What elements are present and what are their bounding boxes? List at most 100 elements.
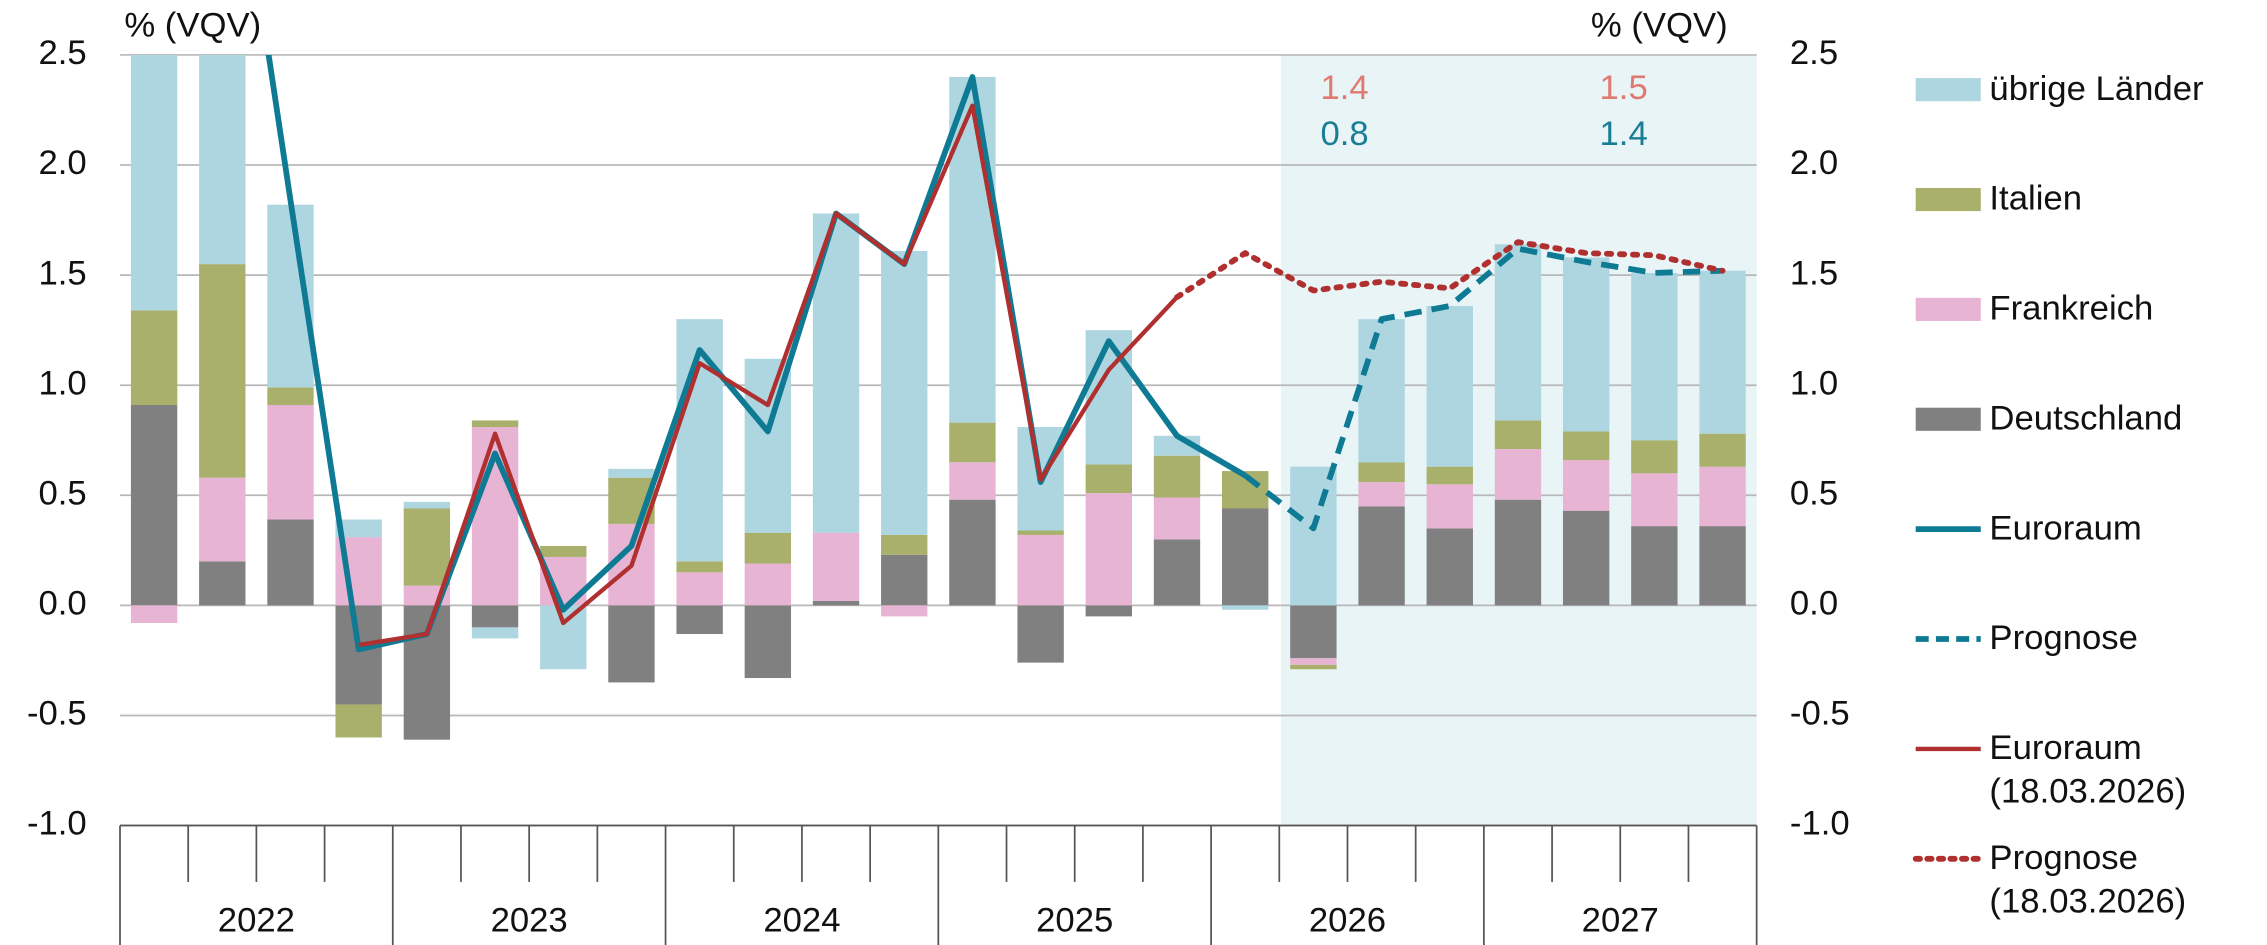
bar-segment — [267, 519, 314, 606]
legend-label-box: Prognose — [1989, 618, 2138, 658]
bar-segment — [199, 477, 246, 562]
bar-segment — [1562, 460, 1610, 511]
y-axis-label-right: % (VQV) — [1591, 7, 1728, 45]
bar-segment — [130, 405, 178, 606]
bar-segment — [1631, 526, 1678, 606]
legend-label: Euroraum (18.03.2026) — [1989, 728, 2187, 812]
bar-segment — [130, 310, 178, 406]
bar-segment — [1085, 464, 1132, 494]
line-series — [1174, 239, 1726, 301]
y-tick-label-right: 1.5 — [1790, 254, 1838, 292]
line-series — [265, 54, 1247, 653]
bar-segment — [1699, 526, 1746, 606]
bar-segment — [1017, 530, 1064, 535]
y-tick-label-right: 0.0 — [1790, 585, 1838, 623]
bar-segment — [1426, 305, 1473, 467]
x-year-label: 2026 — [1309, 902, 1386, 940]
y-axis-label-left: % (VQV) — [124, 7, 261, 45]
y-tick-label-right: 0.5 — [1790, 474, 1838, 512]
y-tick-label-left: -1.0 — [27, 805, 87, 843]
legend-label-box: Euroraum — [1989, 508, 2142, 548]
bar-segment — [1562, 257, 1610, 432]
bar-segment — [949, 76, 996, 423]
plot-area — [130, 54, 1746, 740]
line-series — [358, 103, 1179, 648]
bar-segment — [676, 605, 723, 634]
annual-label: 1.5 — [1600, 69, 1648, 107]
bar-segment — [676, 572, 723, 606]
x-year-label: 2027 — [1582, 902, 1659, 940]
annual-label: 0.8 — [1320, 115, 1368, 153]
bar-segment — [812, 600, 860, 606]
legend-label: Prognose (18.03.2026) — [1989, 838, 2187, 921]
bar-segment — [1699, 270, 1746, 434]
bar-segment — [1494, 449, 1542, 500]
x-year-label: 2023 — [491, 902, 568, 940]
y-tick-label-right: -0.5 — [1790, 695, 1850, 733]
legend-swatch — [1915, 187, 1981, 212]
y-tick-label-right: 2.5 — [1790, 34, 1838, 72]
bar-segment — [1085, 493, 1132, 606]
x-year-label: 2024 — [763, 902, 840, 940]
bar-segment — [1290, 664, 1337, 670]
y-tick-label-left: 1.5 — [39, 254, 87, 292]
y-tick-label-left: 0.0 — [39, 585, 87, 623]
bar-segment — [403, 605, 451, 740]
bar-segment — [1426, 466, 1473, 485]
bar-segment — [1494, 244, 1542, 421]
bar-segment — [267, 405, 314, 520]
annual-label: 1.4 — [1320, 69, 1368, 107]
bar-segment — [1494, 420, 1542, 450]
bar-segment — [744, 605, 792, 679]
annual-label: 1.4 — [1600, 115, 1648, 153]
bar-segment — [403, 508, 451, 586]
bar-segment — [1562, 431, 1610, 461]
bar-segment — [471, 605, 519, 628]
x-year-label: 2025 — [1036, 902, 1113, 940]
bar-segment — [540, 605, 587, 670]
bar-segment — [1358, 462, 1405, 483]
legend-label: Prognose — [1989, 618, 2138, 658]
legend-label-box: Euroraum (18.03.2026) — [1989, 728, 2187, 812]
bar-segment — [199, 561, 246, 606]
y-tick-label-left: 0.5 — [39, 474, 87, 512]
bar-segment — [949, 422, 996, 463]
bar-segment — [199, 54, 246, 265]
legend-swatch — [1915, 407, 1981, 431]
bar-segment — [1358, 506, 1405, 606]
legend-label: Euroraum — [1989, 508, 2142, 548]
legend-label-box: Deutschland — [1989, 399, 2183, 439]
y-tick-label-left: 1.0 — [39, 364, 87, 402]
legend-label: übrige Länder — [1989, 69, 2204, 109]
bar-segment — [335, 704, 382, 738]
bar-segment — [1290, 658, 1337, 665]
bar-segment — [881, 250, 928, 535]
legend-label-box: Prognose (18.03.2026) — [1989, 838, 2187, 921]
bar-segment — [335, 519, 382, 538]
bar-segment — [812, 532, 860, 601]
bar-segment — [471, 627, 519, 639]
bar-segment — [1358, 319, 1405, 463]
bar-segment — [1017, 605, 1064, 663]
bar-segment — [608, 468, 655, 478]
bar-segment — [540, 545, 587, 557]
bar-segment — [949, 499, 996, 606]
bar-segment — [130, 605, 178, 623]
legend-swatch — [1915, 78, 1981, 102]
bar-segment — [130, 54, 178, 311]
bar-segment — [1222, 508, 1269, 606]
legend-label-box: Italien — [1989, 179, 2082, 218]
bar-segment — [881, 534, 928, 555]
line-series — [1243, 245, 1723, 532]
bar-segment — [1562, 510, 1610, 606]
bar-segment — [1290, 466, 1337, 606]
x-year-label: 2022 — [218, 902, 295, 940]
bar-segment — [1085, 605, 1132, 617]
bar-segment — [1631, 440, 1678, 474]
bar-segment — [1017, 534, 1064, 606]
y-tick-label-right: -1.0 — [1790, 805, 1850, 843]
legend-label: Deutschland — [1989, 399, 2183, 439]
bar-segment — [1631, 473, 1678, 527]
bar-segment — [744, 532, 792, 564]
